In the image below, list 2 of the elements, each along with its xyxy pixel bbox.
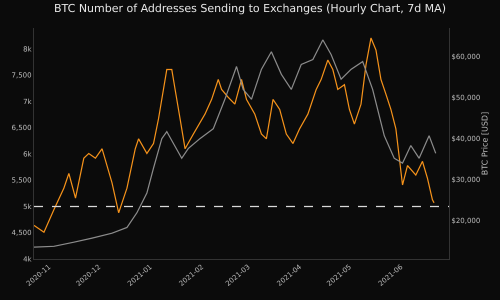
chart-title: BTC Number of Addresses Sending to Exchanges (Hourly Chart, 7d MA) <box>54 2 446 16</box>
y2-axis-title: BTC Price [USD] <box>480 112 490 176</box>
